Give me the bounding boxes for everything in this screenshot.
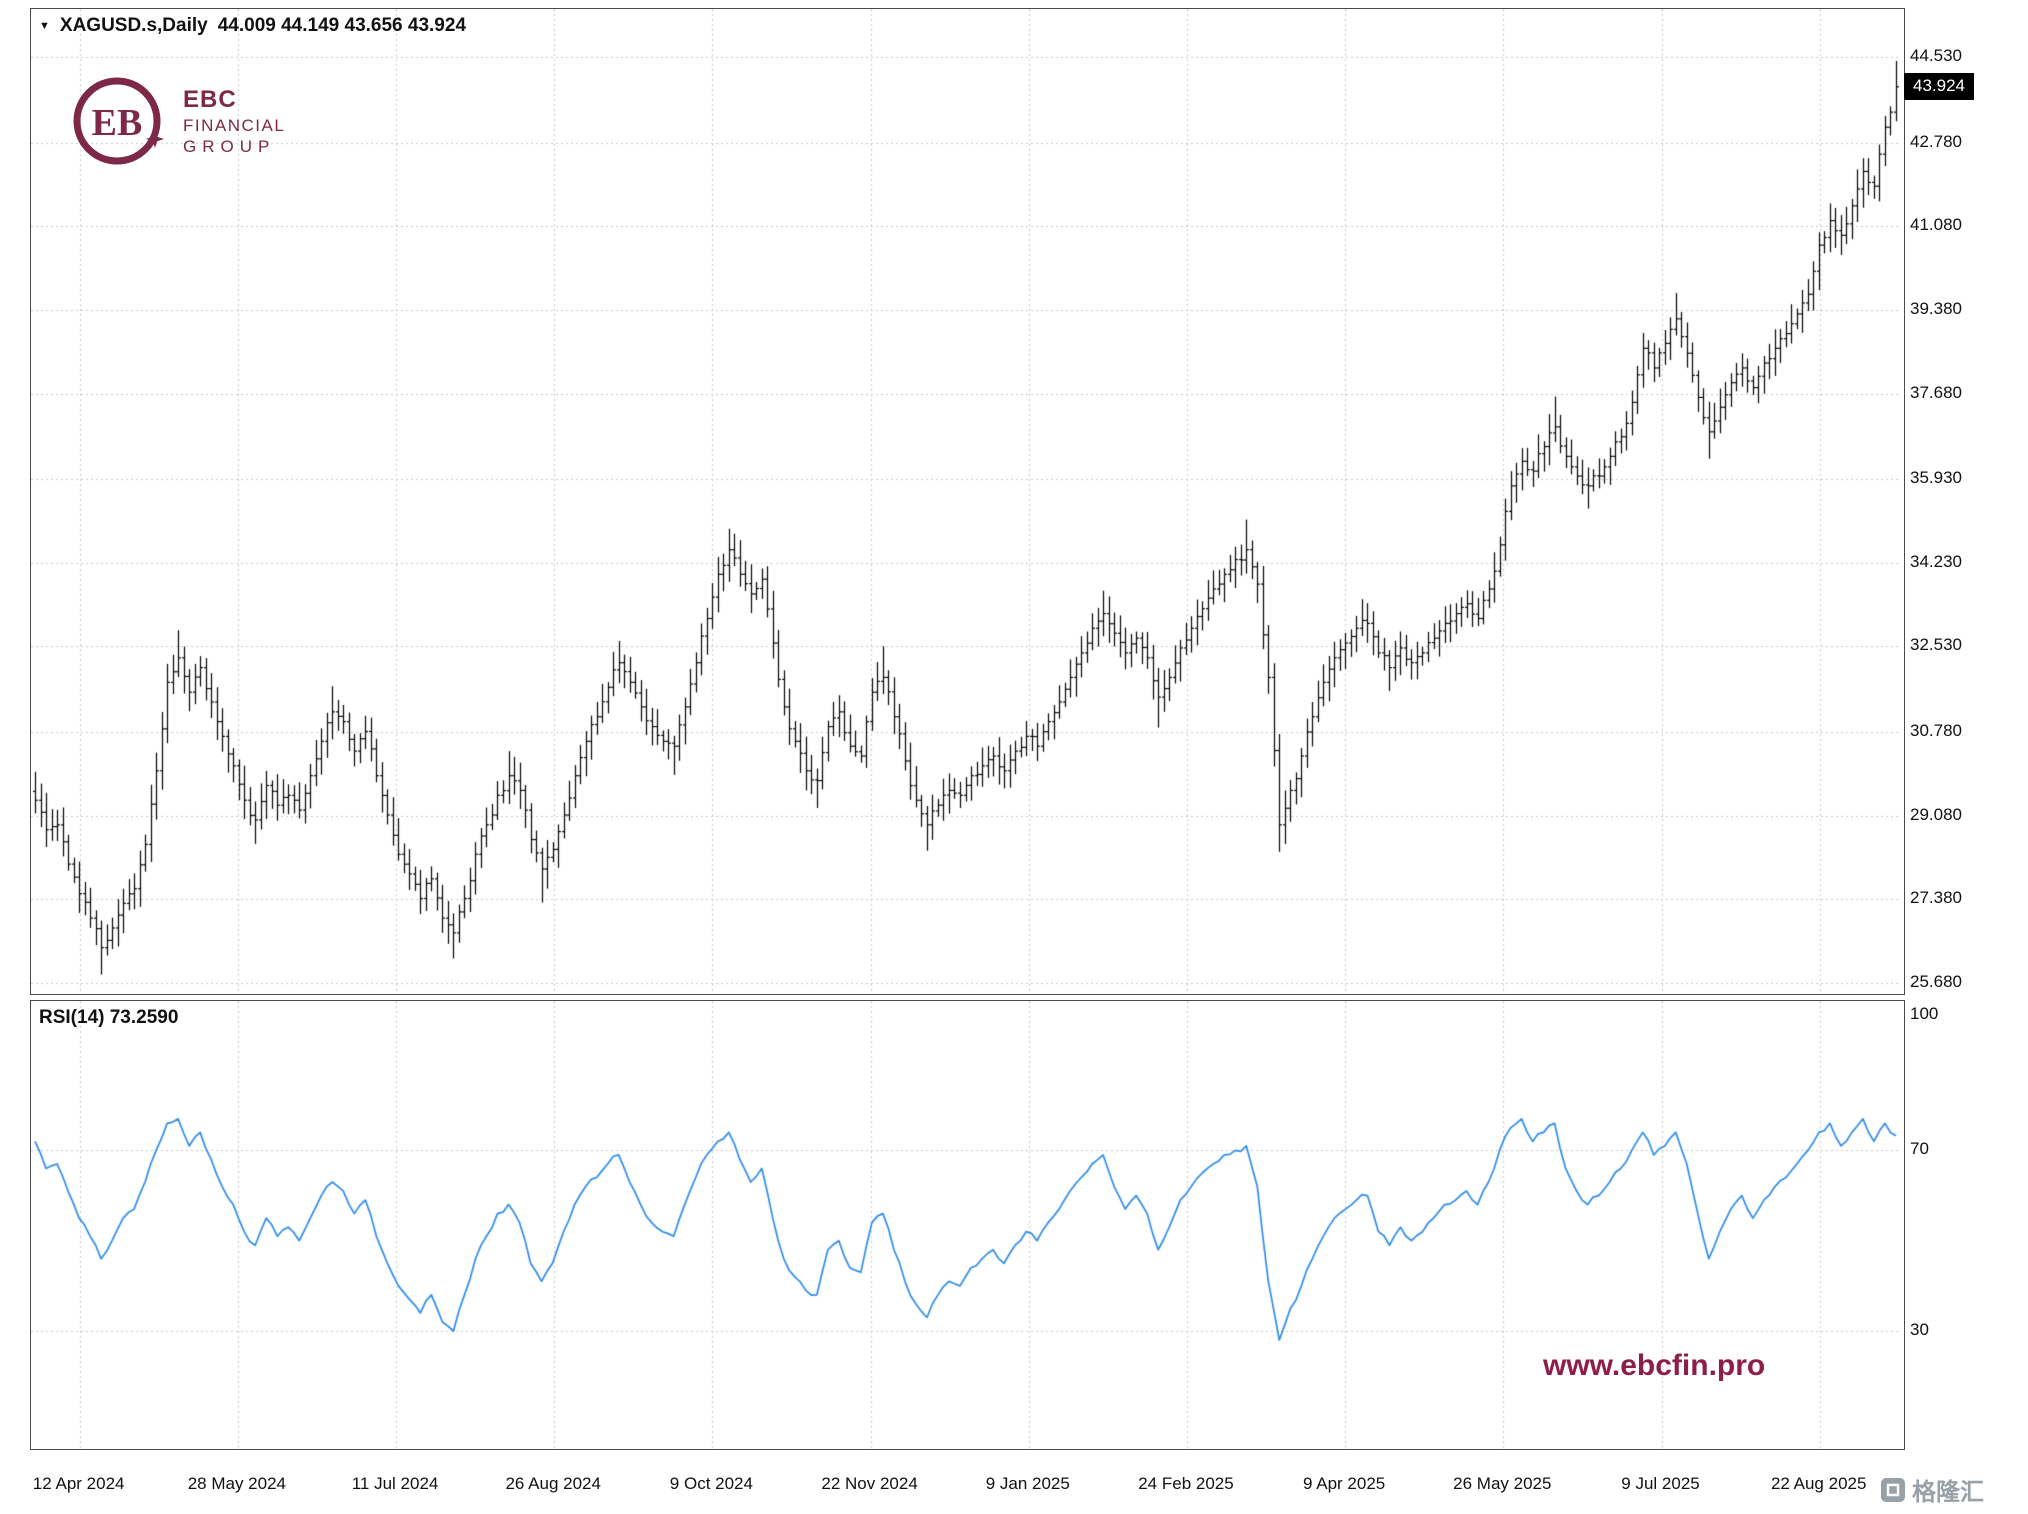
ebc-logo-title: EBC — [183, 85, 237, 113]
price-axis-label: 25.680 — [1910, 972, 1962, 991]
chevron-down-icon[interactable]: ▼ — [39, 19, 50, 32]
symbol-name: XAGUSD.s,Daily — [59, 15, 208, 36]
sparkle-icon — [146, 130, 164, 148]
symbol-info-bar: ▼ XAGUSD.s,Daily 44.009 44.149 43.656 43… — [39, 15, 466, 37]
price-axis-label: 30.780 — [1910, 721, 1962, 741]
time-axis-label: 9 Jan 2025 — [985, 1474, 1070, 1493]
time-axis-label: 22 Nov 2024 — [821, 1474, 918, 1493]
time-axis-label: 22 Aug 2025 — [1770, 1474, 1867, 1493]
price-axis-label: 35.930 — [1910, 468, 1962, 488]
ebc-logo-text: EBC FINANCIAL GROUP — [183, 85, 285, 158]
price-axis-label: 29.080 — [1910, 804, 1962, 824]
gelonghui-logo-icon — [1881, 1477, 1905, 1502]
time-axis-label: 11 Jul 2024 — [351, 1474, 439, 1493]
website-watermark: www.ebcfin.pro — [1543, 1349, 1766, 1382]
time-axis-label: 9 Jul 2025 — [1621, 1474, 1700, 1493]
rsi-axis-label: 100 — [1910, 1004, 1939, 1023]
ebc-logo-line2: FINANCIAL — [183, 115, 286, 135]
gelonghui-brand-text: 格隆汇 — [1912, 1479, 1984, 1506]
price-panel[interactable]: ▼ XAGUSD.s,Daily 44.009 44.149 43.656 43… — [30, 8, 1905, 995]
symbol-quote-ohlc: 44.009 44.149 43.656 43.924 — [217, 15, 467, 36]
price-axis-label: 39.380 — [1910, 298, 1962, 318]
ebc-logo: EB EBC FINANCIAL GROUP — [65, 69, 285, 173]
current-price-tag: 43.924 — [1904, 72, 1974, 100]
price-axis-label: 34.230 — [1910, 551, 1962, 571]
rsi-panel[interactable]: RSI(14) 73.2590 www.ebcfin.pro — [30, 1000, 1905, 1450]
time-axis-label: 26 May 2025 — [1453, 1474, 1552, 1493]
price-axis-label: 37.680 — [1910, 382, 1962, 402]
price-axis-label: 41.080 — [1910, 215, 1962, 235]
price-chart-canvas[interactable] — [31, 9, 1904, 994]
svg-text:EB: EB — [92, 102, 143, 144]
time-axis-label: 9 Oct 2024 — [669, 1474, 753, 1493]
price-axis-label: 42.780 — [1910, 131, 1962, 151]
time-axis-label: 26 Aug 2024 — [505, 1474, 601, 1493]
ebc-logo-mark: EB — [73, 77, 164, 165]
gelonghui-brand: 格隆汇 — [1880, 1472, 1984, 1507]
price-axis-label: 32.530 — [1910, 635, 1962, 655]
time-axis-label: 12 Apr 2024 — [32, 1474, 125, 1493]
time-axis-label: 28 May 2024 — [187, 1474, 286, 1493]
rsi-indicator-label: RSI(14) 73.2590 — [39, 1007, 179, 1028]
rsi-axis-label: 70 — [1910, 1139, 1929, 1159]
rsi-chart-canvas[interactable] — [31, 1001, 1904, 1449]
time-axis-label: 24 Feb 2025 — [1138, 1474, 1234, 1493]
time-axis-label: 9 Apr 2025 — [1303, 1474, 1386, 1493]
price-axis-label: 44.530 — [1910, 46, 1962, 65]
ebc-logo-line3: GROUP — [183, 137, 276, 156]
rsi-axis-label: 30 — [1910, 1320, 1929, 1339]
price-axis-label: 27.380 — [1910, 888, 1962, 908]
